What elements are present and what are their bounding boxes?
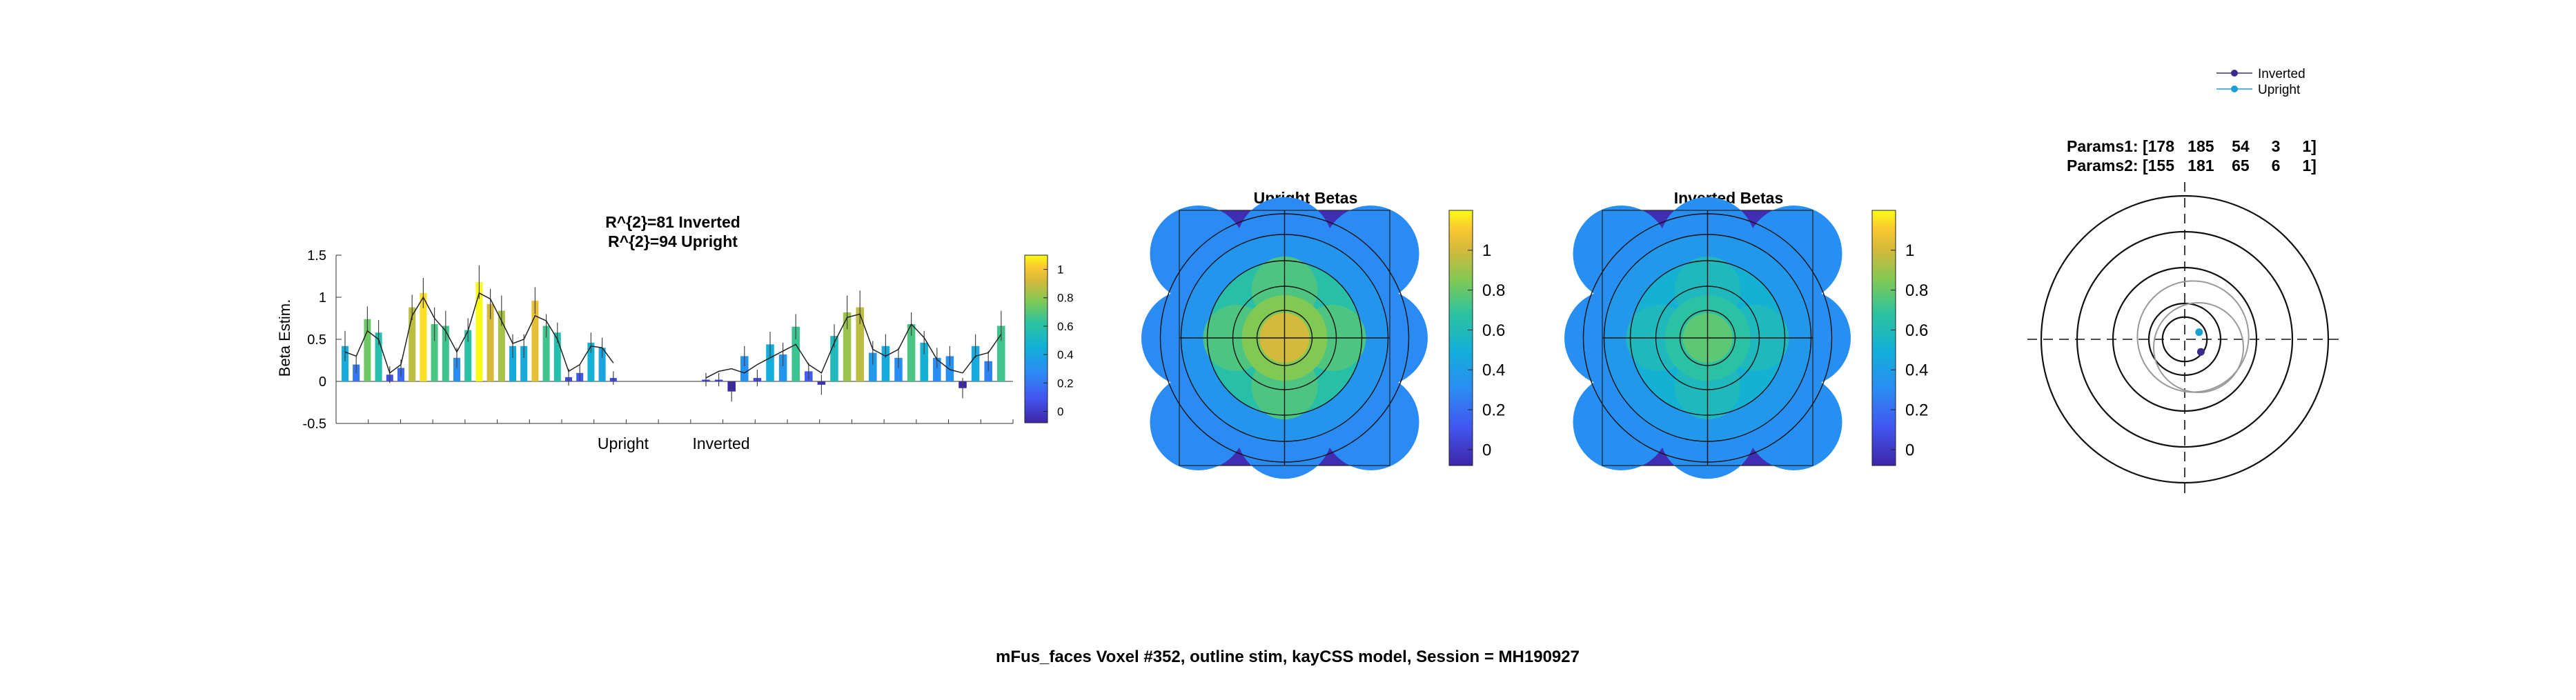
prf-rings: [2027, 182, 2342, 497]
upright-bar: [475, 282, 483, 381]
heatmap-border: [1179, 210, 1390, 466]
colorbar-tick-label: 0.6: [1905, 321, 1928, 340]
inverted-bar: [869, 352, 877, 381]
colorbar-tick-label: 1: [1905, 241, 1914, 260]
colorbar-gradient: [1871, 210, 1896, 466]
y-tick-label: -0.5: [303, 417, 326, 432]
prf-center-upright: [2195, 328, 2203, 337]
colorbar-tick-label: 0: [1905, 441, 1914, 459]
colorbar-tick-label: 0: [1057, 405, 1063, 418]
prf-center-inverted: [2196, 348, 2205, 356]
upright-model-fit-line: [344, 292, 614, 374]
upright-colorbar: 1 0.8 0.6 0.4 0.2 0: [1448, 210, 1505, 466]
colorbar-tick-label: 0.2: [1482, 401, 1505, 419]
upright-bar: [509, 346, 517, 381]
upright-bar: [442, 326, 449, 381]
colorbar-tick-label: 0.4: [1905, 361, 1928, 380]
legend-label-upright: Upright: [2258, 83, 2301, 97]
colorbar-tick-label: 0.8: [1482, 281, 1505, 300]
colorbar-tick-label: 0.4: [1482, 361, 1505, 380]
y-tick-labels: 1.5 1 0.5 0 -0.5: [303, 248, 1014, 432]
inverted-bar: [856, 307, 864, 381]
bar-chart-title-line1: R^{2}=81 Inverted: [605, 213, 740, 231]
bar-chart-panel: R^{2}=81 Inverted R^{2}=94 Upright Beta …: [276, 213, 1074, 452]
upright-heatmap-image: [1141, 197, 1428, 479]
heatmap-border: [1602, 210, 1813, 466]
eccentricity-ring: [2040, 194, 2330, 484]
colorbar-tick-label: 0.2: [1905, 401, 1928, 419]
upright-bar: [587, 342, 595, 381]
colorbar-tick-label: 1: [1482, 241, 1491, 260]
group-label-upright: Upright: [598, 434, 649, 452]
upright-bar: [375, 332, 382, 381]
inverted-bar: [766, 344, 774, 381]
inverted-bar: [881, 346, 890, 381]
upright-bar: [420, 292, 427, 381]
inverted-bar: [830, 336, 838, 381]
prf-size-circle: [2136, 280, 2250, 393]
upright-bar: [409, 307, 416, 381]
y-tick-label: 1: [319, 290, 326, 306]
inverted-bar: [933, 357, 941, 381]
colorbar-tick-label: 0.4: [1057, 348, 1074, 361]
prf-panel: Inverted Upright Params1: [178 185 54 3 …: [2027, 67, 2342, 497]
upright-bar: [598, 348, 606, 381]
colorbar-tick-label: 0.6: [1057, 320, 1074, 333]
colorbar-tick-label: 0.6: [1482, 321, 1505, 340]
colorbar-gradient: [1024, 254, 1048, 423]
params1-text: Params1: [178 185 54 3 1]: [2067, 137, 2317, 155]
params2-text: Params2: [155 181 65 6 1]: [2067, 157, 2317, 174]
inverted-bar: [971, 346, 980, 381]
legend-marker-upright: [2231, 86, 2238, 92]
y-tick-label: 0.5: [307, 332, 326, 348]
inverted-colorbar: 1 0.8 0.6 0.4 0.2 0: [1871, 210, 1928, 466]
upright-bar: [431, 324, 438, 381]
legend-label-inverted: Inverted: [2258, 67, 2305, 81]
upright-bar: [542, 326, 550, 381]
upright-bar: [341, 346, 349, 381]
upright-heatmap-panel: Upright Betas 10.80.60.40.20: [1141, 189, 1505, 479]
colorbar-tick-label: 0.8: [1905, 281, 1928, 300]
colorbar-tick-label: 0.2: [1057, 377, 1074, 390]
inverted-bar: [792, 326, 800, 381]
upright-bar: [464, 330, 472, 381]
y-tick-label: 1.5: [307, 248, 326, 263]
inverted-heatmap-image: [1564, 197, 1851, 479]
inverted-model-fit-line: [705, 313, 1002, 379]
bar-chart-title-line2: R^{2}=94 Upright: [608, 232, 738, 250]
upright-bar: [553, 332, 561, 381]
prf-size-circle: [2153, 302, 2244, 393]
inverted-bar: [843, 312, 852, 381]
bar-marks: [335, 255, 1013, 424]
figure-caption: mFus_faces Voxel #352, outline stim, kay…: [996, 648, 1580, 666]
colorbar-tick-label: 0: [1482, 441, 1491, 459]
legend: Inverted Upright: [2216, 67, 2305, 97]
upright-bar: [453, 357, 461, 381]
inverted-heatmap-panel: Inverted Betas 10.80.60.40.20: [1564, 189, 1928, 479]
y-tick-label: 0: [319, 374, 326, 390]
upright-bar: [364, 319, 371, 381]
upright-bar: [520, 346, 528, 381]
upright-bar: [486, 303, 494, 381]
legend-marker-inverted: [2231, 70, 2238, 77]
inverted-bar: [997, 326, 1005, 381]
inverted-bar: [920, 342, 928, 381]
colorbar-gradient: [1448, 210, 1473, 466]
inverted-bar: [907, 324, 916, 381]
group-label-inverted: Inverted: [692, 434, 749, 452]
inverted-bar: [740, 356, 749, 381]
upright-bar: [498, 310, 505, 381]
inverted-bar: [945, 356, 954, 381]
inverted-bar: [894, 357, 903, 381]
inverted-bar: [778, 354, 787, 381]
colorbar-tick-label: 0.8: [1057, 292, 1074, 305]
y-axis-label: Beta Estim.: [276, 299, 293, 377]
colorbar-tick-label: 1: [1057, 263, 1063, 277]
bar-colorbar: 1 0.8 0.6 0.4 0.2 0: [1024, 254, 1074, 423]
upright-bar: [531, 300, 539, 381]
